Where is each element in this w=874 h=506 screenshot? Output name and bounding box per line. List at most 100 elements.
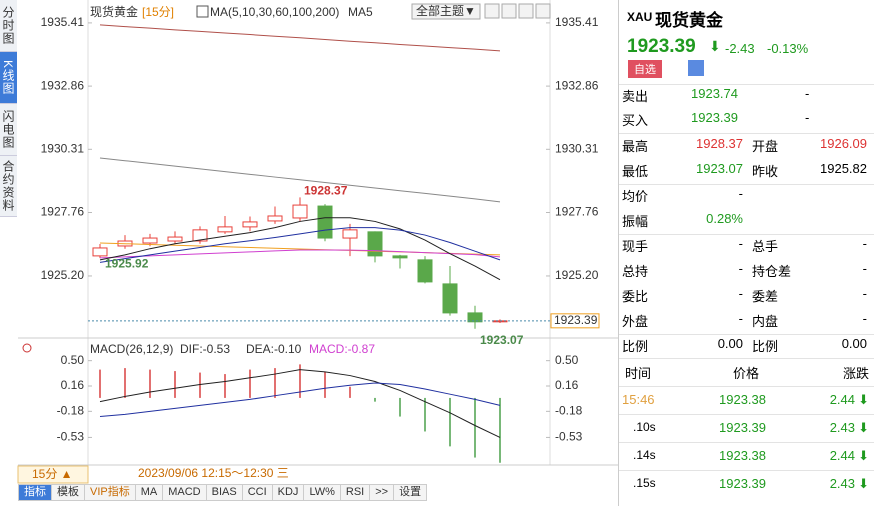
stat-value: 1923.07 [696, 161, 743, 176]
icon-button[interactable] [535, 3, 551, 19]
stat-label: 振幅 [622, 214, 649, 229]
stat-label: 比例 [622, 339, 649, 354]
y-tick-label: 1932.86 [41, 78, 85, 92]
y-tick-label: 1930.31 [41, 141, 85, 155]
time-info: 2023/09/06 12:15～12:30 三 [138, 466, 289, 480]
stat-value: - [738, 311, 743, 326]
icon-button[interactable] [518, 3, 534, 19]
price: 1923.39 [627, 36, 696, 57]
toolbar-button[interactable]: 指标 [18, 484, 52, 501]
toolbar-button[interactable]: >> [369, 484, 395, 501]
stat-label: 委比 [622, 289, 649, 304]
toolbar: 指标 模板 VIP指标 MA MACD BIAS CCI KDJ LW% RSI >> 设置 [18, 484, 428, 501]
icon-button[interactable] [501, 3, 517, 19]
toolbar-button[interactable]: CCI [241, 484, 273, 501]
y-tick-label: 0.16 [555, 378, 579, 392]
stat-value: 0.00 [841, 336, 867, 351]
trade-price: 1923.38 [719, 448, 766, 463]
down-arrow: ⬇ [709, 38, 721, 54]
stat-label: 总手 [752, 239, 779, 254]
side-tab[interactable]: 合约资料 [0, 156, 17, 217]
quote-panel: XAU 现货黄金 1923.39 ⬇ -2.43 -0.13% 自选 卖出 1923.74- 买入… [618, 0, 874, 506]
stat-label: 均价 [622, 189, 649, 204]
trade-time: 15:46 [622, 392, 655, 407]
stat-label: 外盘 [622, 314, 649, 329]
down-arrow: ⬇ [858, 448, 869, 463]
candle-body [342, 229, 358, 239]
macd-title: MACD(26,12,9) [90, 342, 173, 356]
y-tick-label: 1925.20 [555, 268, 599, 282]
y-tick-label: 1927.76 [555, 205, 599, 219]
low-annotation: 1923.07 [480, 333, 524, 347]
stat-value: - [862, 311, 867, 326]
stat-label: 持仓差 [752, 264, 792, 279]
watch-button[interactable]: 自选 [628, 60, 662, 78]
trade-time: .10s [633, 420, 656, 434]
trade-change: 2.43 [829, 476, 855, 491]
last-price-box [550, 313, 600, 329]
divider [619, 386, 874, 387]
quote-label: 买入 [622, 113, 649, 128]
ma-line [99, 227, 501, 263]
trade-change: 2.43 [829, 420, 855, 435]
y-tick-label: -0.53 [555, 430, 583, 444]
stat-label: 现手 [622, 239, 649, 254]
candle-body [467, 312, 483, 323]
side-tab[interactable]: 闪电图 [0, 104, 17, 156]
y-tick-label: 1927.76 [41, 205, 85, 219]
ma-line [99, 24, 501, 52]
stat-value: 0.00 [717, 336, 743, 351]
toolbar-button[interactable]: KDJ [271, 484, 305, 501]
divider [619, 84, 874, 85]
toolbar-button[interactable]: LW% [303, 484, 341, 501]
high-annotation: 1928.37 [304, 184, 348, 198]
period-select[interactable] [17, 465, 89, 484]
stat-value: 1926.09 [820, 136, 867, 151]
candle-body [167, 236, 183, 242]
trade-change: 2.44 [829, 392, 855, 407]
divider [619, 234, 874, 235]
candle-body [142, 237, 158, 244]
ma-line [99, 217, 501, 281]
ma-line [99, 249, 501, 259]
stat-value: 1928.37 [696, 136, 743, 151]
macd-line [99, 369, 501, 438]
toolbar-button[interactable]: MACD [162, 484, 207, 501]
stat-label: 比例 [752, 339, 779, 354]
trade-price: 1923.38 [719, 392, 766, 407]
toolbar-button[interactable]: MA [134, 484, 164, 501]
alert-button[interactable] [688, 60, 704, 76]
name: 现货黄金 [655, 11, 723, 30]
toolbar-button[interactable]: BIAS [205, 484, 243, 501]
down-arrow: ⬇ [858, 420, 869, 435]
ma-line [99, 157, 501, 203]
trades-header: 价格 [733, 366, 760, 381]
y-tick-label: 0.50 [61, 353, 85, 367]
toolbar-button[interactable]: VIP指标 [84, 484, 136, 501]
macd-line [99, 382, 501, 418]
quote-label: 卖出 [622, 89, 649, 104]
dea-label: DEA:-0.10 [246, 342, 302, 356]
trade-time: .15s [633, 476, 656, 490]
indicator-pick[interactable]: MA5 [348, 5, 373, 19]
side-tab[interactable]: 分时图 [0, 0, 17, 52]
toolbar-button[interactable]: RSI [339, 484, 371, 501]
candle-body [242, 221, 258, 228]
icon-button[interactable] [484, 3, 500, 19]
toolbar-button[interactable]: 模板 [51, 484, 85, 501]
y-tick-label: 1930.31 [555, 141, 599, 155]
icon[interactable] [196, 5, 209, 18]
toolbar-button[interactable]: 设置 [393, 484, 428, 501]
divider [619, 442, 874, 443]
down-arrow: ⬇ [858, 392, 869, 407]
stat-value: - [738, 286, 743, 301]
change: -2.43 [725, 41, 755, 56]
y-tick-label: 1932.86 [555, 78, 599, 92]
candle-body [367, 231, 383, 257]
dif-label: DIF:-0.53 [180, 342, 230, 356]
side-tab[interactable]: K线图 [0, 52, 17, 104]
theme-button[interactable] [411, 3, 481, 20]
trades-header: 涨跌 [842, 366, 869, 381]
y-tick-label: -0.53 [57, 430, 85, 444]
settings-icon[interactable] [22, 343, 32, 353]
